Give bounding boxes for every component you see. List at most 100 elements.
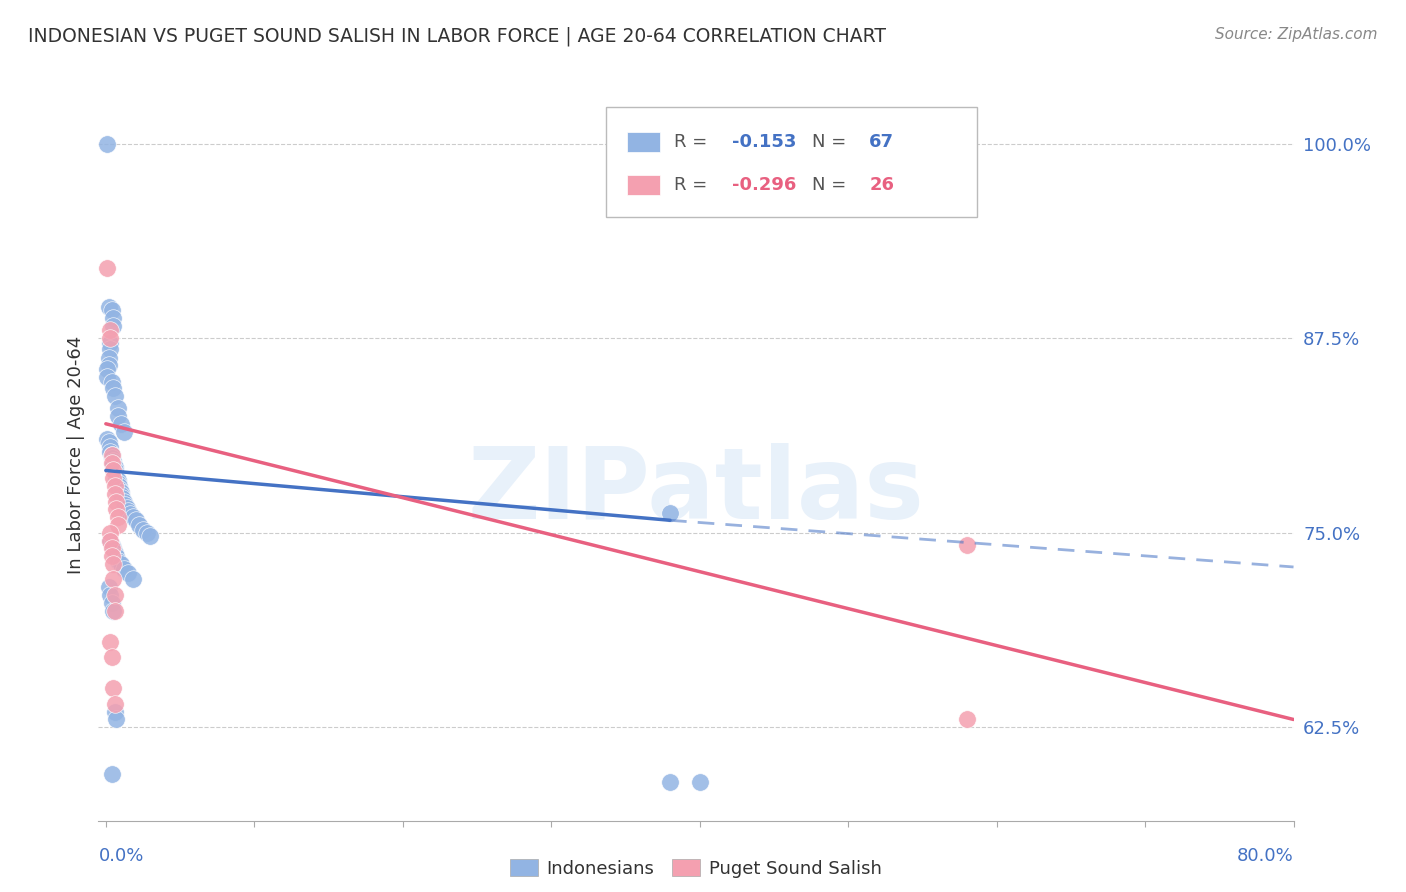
Point [115,500,138,515]
Point [110,557,132,571]
Point [98,445,121,459]
Point [98,331,121,345]
Point [96,370,118,384]
Text: 0.0%: 0.0% [98,847,143,865]
Point [103,681,125,696]
Point [110,488,132,502]
Text: Source: ZipAtlas.com: Source: ZipAtlas.com [1215,27,1378,42]
Text: R =: R = [675,176,713,194]
Point [103,454,125,468]
Bar [627,132,661,153]
Point [104,389,127,403]
Point [101,375,124,389]
Point [107,475,129,490]
Point [96,261,118,276]
Point [104,705,127,719]
Point [98,525,121,540]
Bar [627,175,661,195]
Text: N =: N = [811,176,852,194]
Point [97,435,120,450]
Point [101,448,124,462]
Point [96,362,118,376]
Point [104,603,127,617]
Text: -0.296: -0.296 [733,176,796,194]
Point [101,456,124,470]
Point [107,401,129,416]
Point [108,482,131,496]
Point [107,554,129,568]
Text: -0.153: -0.153 [733,133,796,151]
Point [96,433,118,447]
Point [104,697,127,711]
Point [105,502,128,516]
Point [108,479,131,493]
Text: ZIPatlas: ZIPatlas [468,443,924,540]
Point [136,525,159,540]
Point [103,471,125,485]
Point [107,510,129,524]
Point [956,538,979,552]
Point [101,767,124,781]
Point [103,603,125,617]
Point [97,358,120,372]
Text: 26: 26 [869,176,894,194]
Point [124,513,146,527]
Point [104,588,127,602]
Point [98,533,121,548]
Text: 80.0%: 80.0% [1237,847,1294,865]
Point [659,774,682,789]
Point [110,485,132,500]
Point [101,650,124,665]
Point [101,450,124,465]
Text: N =: N = [811,133,852,151]
Point [104,463,127,477]
FancyBboxPatch shape [606,108,977,218]
Point [112,494,135,508]
Point [104,460,127,475]
Point [117,566,139,581]
Point [101,538,124,552]
Text: INDONESIAN VS PUGET SOUND SALISH IN LABOR FORCE | AGE 20-64 CORRELATION CHART: INDONESIAN VS PUGET SOUND SALISH IN LABO… [28,27,886,46]
Point [121,573,143,587]
Point [97,580,120,594]
Point [104,546,127,560]
Point [105,713,128,727]
Point [128,518,150,533]
Point [112,561,135,575]
Legend: Indonesians, Puget Sound Salish: Indonesians, Puget Sound Salish [503,852,889,885]
Point [659,506,682,520]
Point [107,473,129,487]
Point [103,557,125,571]
Text: R =: R = [675,133,713,151]
Point [689,774,711,789]
Point [105,469,128,483]
Point [111,491,134,506]
Point [103,541,125,556]
Point [96,136,118,151]
Point [101,303,124,318]
Point [107,518,129,533]
Point [101,541,124,556]
Point [97,300,120,314]
Point [105,549,128,563]
Point [98,588,121,602]
Point [105,494,128,508]
Point [103,310,125,325]
Point [97,351,120,366]
Point [132,523,155,537]
Point [121,510,143,524]
Point [110,417,132,431]
Point [98,634,121,648]
Point [98,533,121,548]
Point [117,504,139,518]
Point [104,487,127,501]
Point [114,498,136,512]
Point [98,323,121,337]
Point [104,479,127,493]
Y-axis label: In Labor Force | Age 20-64: In Labor Force | Age 20-64 [66,335,84,574]
Point [98,335,121,350]
Point [101,596,124,610]
Point [101,448,124,462]
Point [112,425,135,439]
Point [103,457,125,471]
